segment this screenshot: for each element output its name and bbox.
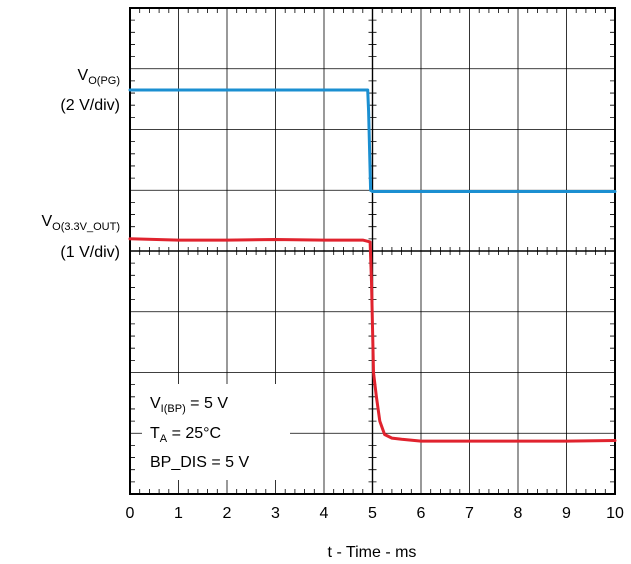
annotation-box — [142, 384, 290, 480]
annotation-ta: TA = 25°C — [150, 425, 221, 445]
x-tick-labels: 0 1 2 3 4 5 6 7 8 9 10 — [126, 505, 624, 522]
x-tick-label: 10 — [606, 505, 624, 522]
x-axis-label: t - Time - ms — [328, 544, 417, 561]
x-tick-label: 2 — [223, 505, 232, 522]
annotation-bp-dis: BP_DIS = 5 V — [150, 454, 249, 471]
traces — [128, 88, 617, 443]
x-tick-label: 8 — [514, 505, 523, 522]
x-tick-label: 1 — [174, 505, 183, 522]
x-tick-label: 4 — [320, 505, 329, 522]
x-tick-label: 6 — [417, 505, 426, 522]
x-tick-label: 0 — [126, 505, 135, 522]
x-tick-label: 9 — [562, 505, 571, 522]
x-tick-label: 7 — [465, 505, 474, 522]
trace-pg — [128, 88, 617, 193]
x-tick-label: 3 — [271, 505, 280, 522]
pg-trace-label: VO(PG) — [78, 67, 120, 87]
annotation-vibp: VI(BP) = 5 V — [150, 395, 228, 415]
trace-3v3-out — [128, 237, 617, 443]
out-trace-label: VO(3.3V_OUT) — [41, 213, 120, 233]
out-trace-scale: (1 V/div) — [60, 244, 120, 261]
plot-frame — [129, 7, 616, 495]
x-tick-label: 5 — [368, 505, 377, 522]
pg-trace-scale: (2 V/div) — [60, 97, 120, 114]
